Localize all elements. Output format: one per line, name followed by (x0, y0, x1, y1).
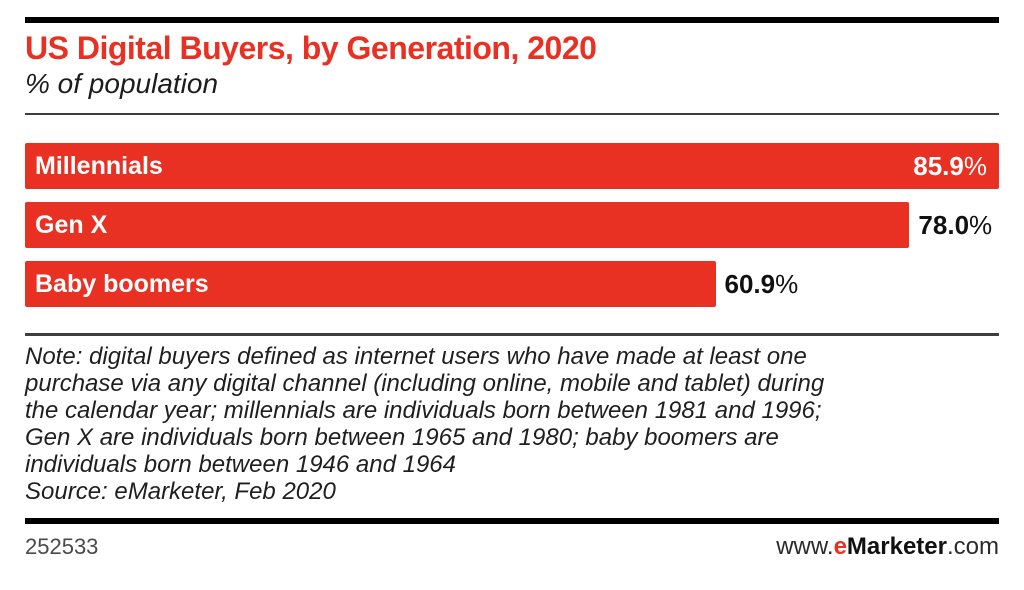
note-divider (25, 333, 999, 336)
website-prefix: www. (776, 533, 834, 560)
chart-id: 252533 (25, 534, 99, 559)
bar-value-label: 78.0% (918, 209, 993, 240)
header-divider (25, 113, 999, 115)
bar-baby-boomers: Baby boomers (25, 261, 716, 307)
bar-row: Gen X 78.0% (25, 202, 999, 248)
bar-row: Millennials 85.9% (25, 143, 999, 189)
footer: 252533 www.eMarketer.com (25, 533, 999, 561)
footer-rule (25, 518, 999, 524)
bar-millennials: Millennials 85.9% (25, 143, 999, 189)
bar-value-label: 60.9% (724, 268, 799, 299)
website-label: www.eMarketer.com (776, 533, 999, 561)
website-brand-e: e (833, 533, 847, 560)
bar-category-label: Baby boomers (35, 269, 209, 298)
note-text: Note: digital buyers defined as internet… (25, 343, 825, 478)
bar-gen-x: Gen X (25, 202, 910, 248)
bar-value-label: 85.9% (913, 150, 987, 181)
website-brand: Marketer (846, 533, 947, 560)
top-rule (25, 17, 999, 23)
chart-title: US Digital Buyers, by Generation, 2020 (25, 30, 597, 66)
website-suffix: .com (946, 533, 999, 560)
bar-chart: Millennials 85.9% Gen X 78.0% Baby boomers 60… (25, 143, 999, 307)
source-text: Source: eMarketer, Feb 2020 (25, 478, 336, 505)
bar-category-label: Gen X (35, 210, 108, 239)
chart-subtitle: % of population (25, 68, 219, 99)
bar-row: Baby boomers 60.9% (25, 261, 999, 307)
note-block: Note: digital buyers defined as internet… (25, 343, 999, 505)
bar-category-label: Millennials (35, 151, 163, 180)
